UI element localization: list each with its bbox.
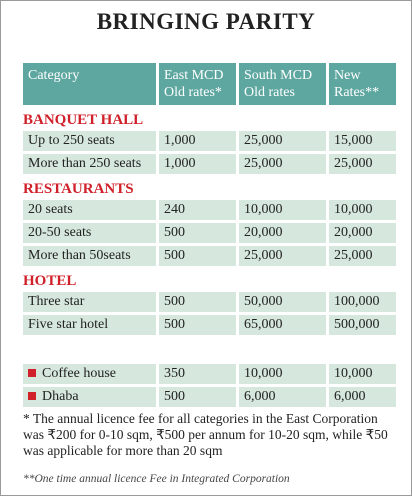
cell-text: 350 [164,366,185,381]
cell-text: 500 [164,225,185,240]
cell-text: 20-50 seats [28,225,92,240]
table-cell: More than 250 seats [23,154,156,174]
cell-text: 15,000 [334,133,373,148]
table-cell: 25,000 [329,246,396,266]
header-cell: New Rates** [329,63,396,105]
cell-text: 500 [164,294,185,309]
table-cell: 240 [159,200,236,220]
header-cell: East MCD Old rates* [159,63,236,105]
cell-text: More than 50seats [28,248,131,263]
section-title: RESTAURANTS [23,181,134,197]
header-text: South MCD [244,68,313,83]
table-cell: Five star hotel [23,315,156,335]
header-cell: Category [23,63,156,105]
table-cell: 1,000 [159,154,236,174]
table-cell: 20 seats [23,200,156,220]
cell-text: 25,000 [334,248,373,263]
header-text: East MCD [164,68,224,83]
cell-text: Dhaba [42,389,79,404]
table-cell: 65,000 [239,315,326,335]
cell-text: 500 [164,389,185,404]
table-cell: 10,000 [239,364,326,384]
table-cell: 25,000 [239,246,326,266]
table-cell: 500 [159,223,236,243]
table-cell: Dhaba [23,387,156,407]
cell-text: Five star hotel [28,317,109,332]
cell-text: 6,000 [244,389,276,404]
table-cell: Up to 250 seats [23,131,156,151]
title: BRINGING PARITY [96,9,316,34]
table-cell: 350 [159,364,236,384]
table-cell: 50,000 [239,292,326,312]
bullet-marker [28,392,36,400]
bullet-marker [28,369,36,377]
cell-text: 10,000 [334,366,373,381]
header-cell: South MCD Old rates [239,63,326,105]
header-text: Category [28,68,80,83]
section-title: HOTEL [23,273,77,289]
cell-text: 240 [164,202,185,217]
table-cell: 10,000 [329,364,396,384]
table-cell: 500 [159,387,236,407]
header-text: Rates** [334,85,380,100]
table-cell: 25,000 [239,131,326,151]
cell-text: Three star [28,294,85,309]
table-cell: 15,000 [329,131,396,151]
cell-text: More than 250 seats [28,156,142,171]
table-cell: 20-50 seats [23,223,156,243]
cell-text: 1,000 [164,156,196,171]
table-cell: 25,000 [329,154,396,174]
table-cell: Coffee house [23,364,156,384]
cell-text: Coffee house [42,366,116,381]
table-cell: 6,000 [239,387,326,407]
cell-text: 500,000 [334,317,380,332]
header-text: Old rates* [164,85,222,100]
cell-text: 20 seats [28,202,73,217]
cell-text: 25,000 [244,248,283,263]
cell-text: 500 [164,317,185,332]
section-title: BANQUET HALL [23,112,144,128]
header-text: New [334,68,361,83]
table-cell: More than 50seats [23,246,156,266]
cell-text: 6,000 [334,389,366,404]
table-cell: 25,000 [239,154,326,174]
table-cell: 10,000 [239,200,326,220]
cell-text: 65,000 [244,317,283,332]
cell-text: 25,000 [334,156,373,171]
cell-text: 25,000 [244,156,283,171]
cell-text: 20,000 [244,225,283,240]
table-cell: 500 [159,246,236,266]
cell-text: 10,000 [334,202,373,217]
cell-text: 500 [164,248,185,263]
table-cell: 20,000 [239,223,326,243]
cell-text: 25,000 [244,133,283,148]
footnote: **One time annual licence Fee in Integra… [23,473,290,485]
cell-text: 10,000 [244,366,283,381]
table-cell: 500,000 [329,315,396,335]
table-cell: 500 [159,292,236,312]
cell-text: 50,000 [244,294,283,309]
footnote: * The annual licence fee for all categor… [23,411,388,458]
table-cell: Three star [23,292,156,312]
cell-text: Up to 250 seats [28,133,115,148]
table-cell: 100,000 [329,292,396,312]
header-text: Old rates [244,85,295,100]
cell-text: 1,000 [164,133,196,148]
table-cell: 6,000 [329,387,396,407]
cell-text: 100,000 [334,294,380,309]
cell-text: 10,000 [244,202,283,217]
table-cell: 20,000 [329,223,396,243]
table-cell: 1,000 [159,131,236,151]
table-cell: 10,000 [329,200,396,220]
table-cell: 500 [159,315,236,335]
cell-text: 20,000 [334,225,373,240]
